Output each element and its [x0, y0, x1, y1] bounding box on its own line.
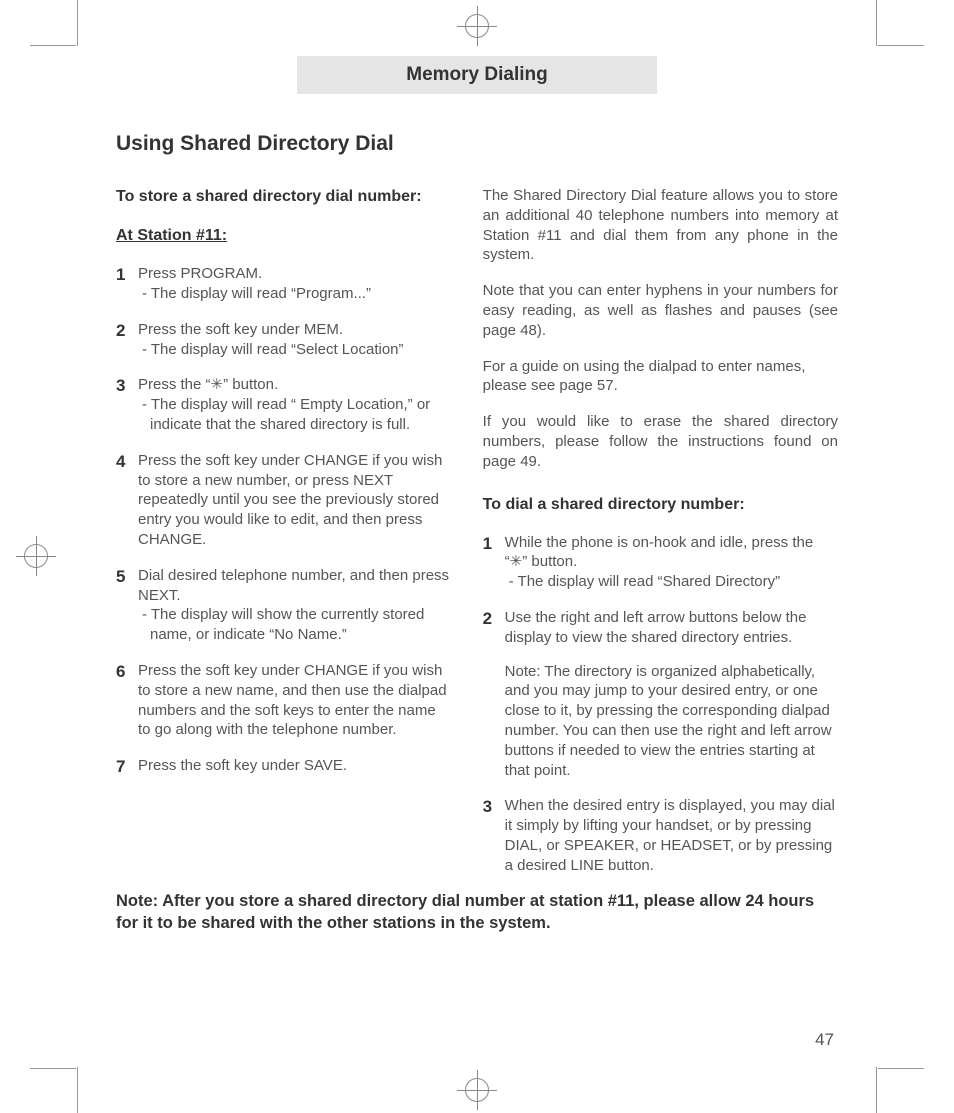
step-text: Press the soft key under MEM. [138, 320, 451, 340]
step-number: 6 [116, 661, 138, 740]
step-number: 3 [116, 375, 138, 434]
step-text: Press the soft key under CHANGE if you w… [138, 661, 451, 740]
step-sub: - The display will show the currently st… [138, 605, 451, 645]
page-header: Memory Dialing [297, 56, 657, 94]
footer-note: Note: After you store a shared directory… [116, 890, 838, 935]
crop-mark-bottom-left-h [30, 1068, 76, 1069]
step-number: 3 [483, 796, 505, 875]
step-sub: - The display will read “Select Location… [138, 340, 451, 360]
dial-step-1: 1 While the phone is on-hook and idle, p… [483, 533, 838, 592]
store-step-6: 6 Press the soft key under CHANGE if you… [116, 661, 451, 740]
step-number: 2 [483, 608, 505, 780]
step-sub: - The display will read “Shared Director… [505, 572, 838, 592]
step-text: When the desired entry is displayed, you… [505, 796, 838, 875]
registration-bottom-cross-v [477, 1070, 478, 1110]
store-step-4: 4 Press the soft key under CHANGE if you… [116, 451, 451, 550]
store-step-3: 3 Press the “✳” button. - The display wi… [116, 375, 451, 434]
step-text: Dial desired telephone number, and then … [138, 566, 451, 606]
crop-mark-bottom-left-v [77, 1067, 78, 1113]
left-column: To store a shared directory dial number:… [116, 186, 451, 876]
step-number: 5 [116, 566, 138, 645]
right-column: The Shared Directory Dial feature allows… [483, 186, 838, 876]
step-text: Press the soft key under SAVE. [138, 756, 451, 776]
crop-mark-bottom-right-v [876, 1067, 877, 1113]
section-title: Using Shared Directory Dial [116, 132, 848, 156]
dial-step-2: 2 Use the right and left arrow buttons b… [483, 608, 838, 780]
store-heading: To store a shared directory dial number: [116, 186, 451, 207]
step-note: Note: The directory is organized alphabe… [505, 662, 838, 781]
step-text: Press PROGRAM. [138, 264, 451, 284]
registration-left-cross-v [36, 536, 37, 576]
dial-step-3: 3 When the desired entry is displayed, y… [483, 796, 838, 875]
store-step-7: 7 Press the soft key under SAVE. [116, 756, 451, 778]
step-text: While the phone is on-hook and idle, pre… [505, 533, 838, 573]
crop-mark-top-left-h [30, 45, 76, 46]
step-number: 7 [116, 756, 138, 778]
step-number: 4 [116, 451, 138, 550]
step-sub: - The display will read “ Empty Location… [138, 395, 451, 435]
crop-mark-top-right-v [876, 0, 877, 46]
step-number: 1 [483, 533, 505, 592]
station-heading: At Station #11: [116, 225, 451, 246]
page-content: Memory Dialing Using Shared Directory Di… [106, 44, 848, 1064]
store-step-5: 5 Dial desired telephone number, and the… [116, 566, 451, 645]
step-number: 1 [116, 264, 138, 304]
crop-mark-top-right-h [878, 45, 924, 46]
step-text: Use the right and left arrow buttons bel… [505, 608, 838, 648]
two-column-layout: To store a shared directory dial number:… [106, 186, 848, 876]
page-number: 47 [815, 1030, 834, 1050]
crop-mark-top-left-v [77, 0, 78, 46]
dial-heading: To dial a shared directory number: [483, 494, 838, 515]
intro-paragraph-4: If you would like to erase the shared di… [483, 412, 838, 471]
intro-paragraph-2: Note that you can enter hyphens in your … [483, 281, 838, 340]
step-sub: - The display will read “Program...” [138, 284, 451, 304]
store-step-2: 2 Press the soft key under MEM. - The di… [116, 320, 451, 360]
registration-top-cross-v [477, 6, 478, 46]
store-step-1: 1 Press PROGRAM. - The display will read… [116, 264, 451, 304]
intro-paragraph-3: For a guide on using the dialpad to ente… [483, 357, 838, 397]
intro-paragraph-1: The Shared Directory Dial feature allows… [483, 186, 838, 265]
step-number: 2 [116, 320, 138, 360]
step-text: Press the “✳” button. [138, 375, 451, 395]
crop-mark-bottom-right-h [878, 1068, 924, 1069]
step-text: Press the soft key under CHANGE if you w… [138, 451, 451, 550]
